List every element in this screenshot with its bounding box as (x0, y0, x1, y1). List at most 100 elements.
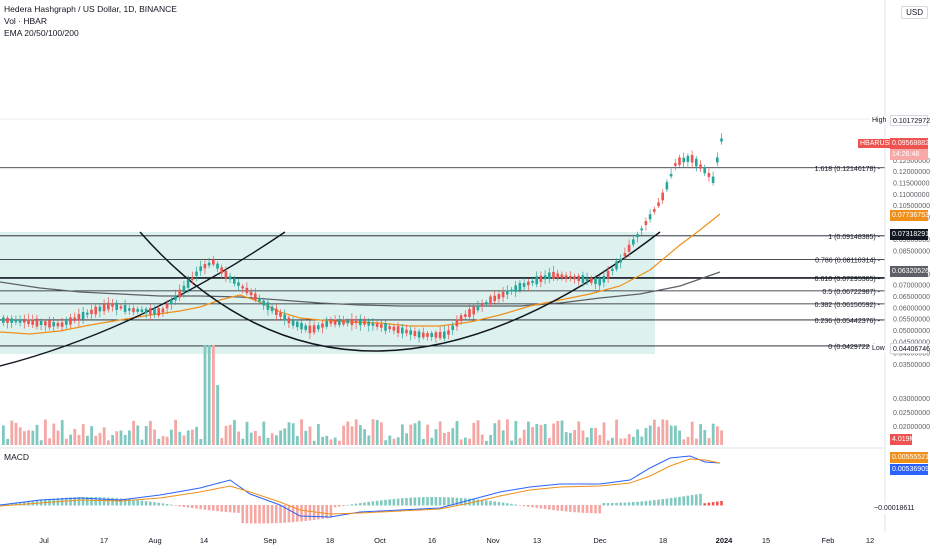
candle-body (434, 332, 438, 338)
volume-bar (569, 432, 572, 445)
macd-bar (480, 499, 484, 506)
volume-bar (480, 434, 484, 445)
candle-body (564, 275, 568, 279)
macd-histogram (2, 493, 723, 524)
candle-body (317, 325, 320, 330)
macd-bar (611, 502, 614, 506)
volume-bar (207, 345, 211, 445)
macd-bar (627, 502, 631, 506)
volume-bar (430, 437, 434, 445)
candle-body (275, 308, 278, 315)
volume-bar (501, 430, 505, 445)
macd-bar (354, 503, 358, 506)
macd-bar (170, 504, 173, 506)
price-marker: 0.06320526 (890, 266, 929, 277)
candle-body (86, 312, 89, 315)
volume-bar (275, 435, 278, 445)
macd-bar (350, 504, 354, 506)
macd-bar (548, 505, 551, 510)
candle-body (695, 158, 698, 167)
currency-button[interactable]: USD (901, 6, 928, 19)
macd-bar (191, 505, 194, 509)
candle-body (510, 289, 513, 292)
volume-bar (27, 430, 30, 445)
macd-bar (65, 497, 68, 506)
time-tick: Nov (486, 536, 500, 545)
candle-body (2, 317, 5, 323)
macd-marker: −0.00018611 (872, 503, 928, 514)
volume-bar (438, 421, 442, 445)
price-marker: 0.09568882 (890, 138, 929, 149)
volume-bar (388, 435, 392, 445)
macd-bar (140, 500, 144, 506)
volume-bar (249, 432, 253, 445)
volume-bar (325, 435, 329, 445)
candle-body (174, 295, 177, 301)
volume-bar (312, 440, 316, 445)
candle-body (14, 319, 18, 323)
candle-body (128, 308, 131, 311)
macd-bar (128, 499, 131, 506)
macd-bar (468, 498, 471, 506)
time-axis[interactable]: Jul 17 Aug 14 Sep 18 Oct 16 Nov 13 Dec 18 2024 15 Feb 1… (39, 536, 874, 545)
macd-bar (506, 503, 509, 506)
candle-body (384, 323, 387, 331)
candle-body (443, 331, 446, 339)
candle-body (485, 301, 488, 305)
macd-bar (405, 497, 408, 506)
volume-bar (23, 431, 26, 445)
candle-body (207, 262, 211, 266)
macd-bar (90, 497, 93, 506)
volume-bar (186, 430, 190, 445)
marker-tag: HBARUSD (858, 139, 897, 148)
volume-bar (245, 421, 249, 445)
macd-bar (384, 499, 387, 506)
candle-body (132, 308, 135, 313)
volume-bar (602, 422, 606, 445)
candle-body (669, 173, 673, 177)
volume-bar (720, 430, 723, 445)
macd-bar (6, 504, 9, 506)
price-axis[interactable]: 0.12500000 0.12000000 0.11500000 0.11000000… (893, 158, 930, 431)
candle-body (56, 322, 60, 327)
fib-label: 0.382 (0.06150592) - (815, 302, 881, 309)
macd-bar (69, 497, 72, 506)
candle-body (224, 270, 228, 279)
macd-bar (275, 505, 278, 524)
macd-bar (254, 505, 257, 524)
volume-bar (81, 424, 85, 445)
volume-bar (573, 429, 576, 445)
candle-body (493, 295, 496, 302)
volume-bar (48, 438, 51, 445)
volume-bar (165, 436, 169, 445)
macd-bar (388, 499, 391, 506)
candle-body (161, 308, 165, 313)
volume-bar (648, 425, 652, 445)
macd-bar (107, 497, 110, 506)
fib-label: 0.618 (0.07295365) - (815, 276, 881, 283)
volume-bar (279, 430, 282, 445)
price-tick: 0.12000000 (893, 169, 930, 176)
candle-body (170, 299, 173, 305)
macd-bar (527, 505, 530, 507)
macd-bar (581, 505, 585, 513)
macd-bar (10, 503, 13, 506)
cup-arc-left (0, 231, 286, 367)
macd-bar (409, 497, 412, 506)
candle-body (165, 304, 169, 309)
candle-body (6, 317, 9, 323)
volume-bars (2, 345, 723, 445)
volume-bar (86, 435, 89, 445)
macd-bar (674, 497, 677, 506)
countdown-marker: 14:26:48 (890, 149, 928, 160)
volume-bar (132, 420, 135, 445)
volume-bar (199, 439, 203, 445)
volume-bar (73, 429, 77, 445)
macd-bar (77, 497, 81, 506)
candle-body (401, 327, 404, 334)
macd-bar (283, 505, 286, 523)
macd-bar (510, 503, 513, 506)
candle-body (548, 272, 551, 279)
macd-bar (296, 505, 299, 522)
